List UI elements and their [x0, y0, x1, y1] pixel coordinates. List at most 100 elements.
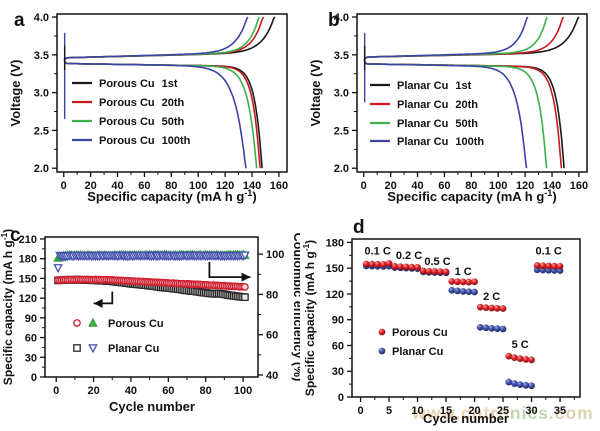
rate-label: 0.2 C	[396, 250, 422, 262]
x-axis-tick-label: 0	[361, 180, 367, 192]
x-axis-tick-label: 40	[111, 180, 123, 192]
y-axis-title: Voltage (V)	[308, 60, 323, 127]
x-axis-tick-label: 20	[87, 385, 99, 397]
x-axis-tick-label: 40	[125, 385, 137, 397]
y-axis-tick-label: 3.5	[334, 50, 349, 62]
y-axis-tick-label: 150	[326, 263, 344, 275]
data-point-planar_efficiency	[240, 251, 250, 261]
rate-label: 1 C	[455, 266, 472, 278]
y-axis-tick-label: 60	[332, 340, 344, 352]
discharge-curve-50th	[63, 59, 258, 169]
legend-label: Porous Cu 50th	[99, 116, 185, 128]
y-axis-tick-label: 150	[19, 273, 37, 285]
x-axis-tick-label: 80	[200, 385, 212, 397]
y-axis-tick-label: 2.5	[334, 125, 349, 137]
x-axis-tick-label: 5	[386, 405, 392, 417]
x-axis-tick-label: 40	[411, 180, 423, 192]
rate-label: 5 C	[512, 339, 529, 351]
charge-curve-20th	[63, 16, 265, 61]
panel-label-d: d	[353, 217, 365, 238]
y-axis-tick-label: 210	[19, 234, 37, 246]
y-axis-tick-label: 3.0	[34, 88, 49, 100]
charge-curve-100th	[363, 16, 529, 61]
x-axis-tick-label: 120	[516, 180, 534, 192]
discharge-curve-1st	[363, 60, 565, 169]
x-axis-tick-label: 0	[53, 385, 59, 397]
rate-label: 2 C	[483, 291, 500, 303]
panel-a-porous-cu-voltage-capacity-chart: Porous Cu 1st Porous Cu 20th Porous Cu 50th Po…	[8, 10, 288, 204]
data-point-planar	[471, 288, 479, 296]
x-axis-tick-label: 60	[138, 180, 150, 192]
x-axis-tick-label: 20	[85, 180, 97, 192]
legend-label: Porous Cu	[392, 327, 448, 339]
data-point-planar	[510, 380, 518, 388]
plot-frame	[44, 236, 259, 378]
plot-frame	[356, 13, 588, 173]
legend-label: Planar Cu 20th	[397, 99, 478, 111]
y-axis-tick-label: 0	[31, 372, 37, 384]
x-axis-tick-label: 35	[554, 405, 566, 417]
legend-marker	[88, 344, 98, 354]
data-point-planar	[378, 347, 386, 355]
x-axis-tick-label: 140	[243, 180, 261, 192]
data-point-porous	[414, 263, 422, 271]
discharge-curve-20th	[363, 60, 563, 169]
data-point-porous	[385, 259, 393, 267]
y-axis-tick-label: 180	[19, 254, 37, 266]
y-axis-tick-label: 3.5	[34, 50, 49, 62]
x-axis-tick-label: 0	[61, 180, 67, 192]
y-axis-tick-label: 120	[326, 289, 344, 301]
axis-pointer-arrow	[93, 291, 114, 305]
y-axis-tick-label: 3.0	[334, 88, 349, 100]
data-point-porous	[471, 278, 479, 286]
outlier-planar_efficiency	[53, 264, 63, 274]
arrow-head-right	[241, 272, 251, 282]
x-axis-tick-label: 100	[489, 180, 507, 192]
data-point-porous	[528, 356, 536, 364]
data-point-planar_capacity	[241, 293, 249, 302]
panel-label-c: c	[10, 225, 21, 246]
y-axis-tick-label: 180	[326, 237, 344, 249]
discharge-curve-20th	[63, 59, 261, 169]
y2-axis-tick-label: 100	[266, 249, 284, 261]
data-point-planar	[499, 325, 507, 333]
y2-axis-tick-label: 40	[266, 370, 278, 382]
y-axis-title: Specific capacity (mA h g-1)	[301, 240, 317, 396]
arrow-head-left	[93, 298, 103, 308]
axis-pointer-arrow	[208, 262, 251, 278]
data-point-porous	[379, 260, 387, 268]
y-axis-tick-label: 120	[19, 293, 37, 305]
x-axis-tick-label: 100	[189, 180, 207, 192]
y-axis-title: Voltage (V)	[8, 60, 23, 127]
x-axis-title: Cycle number	[423, 411, 509, 426]
x-axis-tick-label: 20	[385, 180, 397, 192]
y-axis-tick-label: 2.0	[334, 163, 349, 175]
y-axis-tick-label: 4.0	[334, 12, 349, 24]
y2-axis-tick-label: 80	[266, 289, 278, 301]
y-axis-tick-label: 90	[332, 315, 344, 327]
watermark: www.cntronics.com	[411, 403, 594, 423]
y-axis-tick-label: 90	[25, 313, 37, 325]
data-point-planar	[528, 382, 536, 390]
x-axis-tick-label: 10	[411, 405, 423, 417]
panel-d-rate-capability-chart: 0.1 C 0.2 C0.5 C 1 C 2 C 5 C 0.1 C Porous Cu Pl…	[301, 217, 594, 426]
x-axis-tick-label: 25	[497, 405, 509, 417]
y-axis-tick-label: 0	[338, 392, 344, 404]
y2-axis-tick-label: 60	[266, 330, 278, 342]
x-axis-tick-label: 60	[438, 180, 450, 192]
legend-label: Porous Cu 100th	[99, 135, 191, 147]
panel-label-b: b	[328, 10, 340, 31]
y2-axis-title: Coulombic efficiency (%)	[291, 233, 300, 382]
data-point-porous	[556, 262, 564, 270]
data-point-porous	[510, 354, 518, 362]
y-axis-tick-label: 30	[332, 366, 344, 378]
legend-label: Planar Cu 1st	[397, 80, 472, 92]
x-axis-title: Specific capacity (mA h g-1)	[387, 188, 556, 204]
y-axis-title: Specific capacity (mA h g-1)	[0, 229, 15, 385]
y-axis-tick-label: 60	[25, 333, 37, 345]
discharge-curve-100th	[63, 59, 247, 169]
x-axis-tick-label: 160	[270, 180, 288, 192]
legend-label: Planar Cu 100th	[397, 136, 484, 148]
rate-label: 0.1 C	[365, 245, 391, 257]
x-axis-tick-label: 100	[234, 385, 252, 397]
